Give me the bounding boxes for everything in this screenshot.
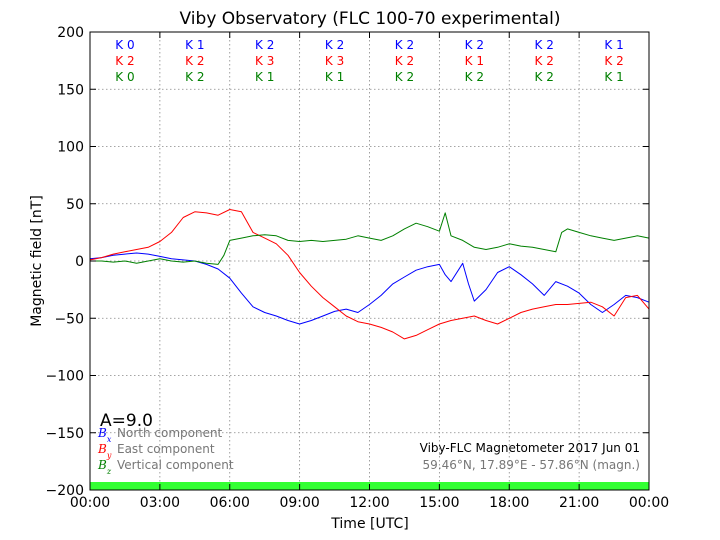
legend-label: East component [117, 442, 215, 456]
x-tick-label: 06:00 [210, 495, 250, 511]
k-index-label: K 2 [535, 54, 554, 68]
axis-ticks: 00:00 03:00 06:00 09:00 12:00 15:00 18:00 21:00… [46, 25, 670, 511]
legend-symbol: Bz [97, 458, 112, 476]
k-index-label: K 2 [325, 38, 344, 52]
k-index-label: K 2 [255, 38, 274, 52]
x-tick-label: 09:00 [279, 495, 319, 511]
k-index-label: K 2 [185, 70, 204, 84]
x-tick-label: 18:00 [489, 495, 529, 511]
k-index-label: K 0 [115, 38, 134, 52]
y-tick-label: 0 [75, 254, 84, 270]
k-index-label: K 2 [115, 54, 134, 68]
k-index-label: K 2 [465, 38, 484, 52]
k-index-label: K 2 [185, 54, 204, 68]
y-tick-label: 100 [57, 140, 84, 156]
k-index-label: K 2 [395, 70, 414, 84]
y-tick-label: −150 [46, 426, 84, 442]
k-index-label: K 2 [604, 54, 623, 68]
series-group [89, 209, 650, 340]
k-index-label: K 2 [395, 54, 414, 68]
y-tick-label: −100 [46, 369, 84, 385]
a-index: A=9.0 [100, 411, 153, 431]
x-axis-label: Time [UTC] [330, 516, 408, 532]
east-component-line [89, 209, 650, 340]
y-tick-label: 150 [57, 82, 84, 98]
k-index-label: K 2 [465, 70, 484, 84]
k-index-table: K 0 K 1 K 2 K 2 K 2 K 2 K 2 K 1 K 2 K 2 K 3 K 3 K 2 K… [115, 38, 623, 84]
k-index-label: K 1 [255, 70, 274, 84]
k-index-label: K 1 [604, 38, 623, 52]
y-tick-label: 50 [66, 197, 84, 213]
x-tick-label: 15:00 [419, 495, 459, 511]
k-index-label: K 1 [604, 70, 623, 84]
x-tick-label: 21:00 [559, 495, 599, 511]
k-index-label: K 2 [535, 38, 554, 52]
legend-label: Vertical component [117, 458, 234, 472]
x-tick-label: 03:00 [140, 495, 180, 511]
legend-label: North component [117, 426, 223, 440]
coordinates: 59.46°N, 17.89°E - 57.86°N (magn.) [423, 458, 640, 472]
y-tick-label: −200 [46, 483, 84, 499]
grid [90, 32, 649, 490]
k-index-label: K 3 [325, 54, 344, 68]
y-axis-label: Magnetic field [nT] [29, 195, 45, 327]
x-tick-label: 00:00 [70, 495, 110, 511]
k-index-label: K 0 [115, 70, 134, 84]
legend-symbol: By [97, 442, 112, 460]
north-component-line [89, 252, 650, 325]
k-index-label: K 2 [535, 70, 554, 84]
y-tick-label: −50 [54, 311, 84, 327]
chart-title: Viby Observatory (FLC 100-70 experimenta… [180, 9, 561, 29]
station-info: Viby-FLC Magnetometer 2017 Jun 01 [420, 441, 640, 455]
k-index-label: K 3 [255, 54, 274, 68]
x-tick-label: 12:00 [349, 495, 389, 511]
k-index-label: K 2 [395, 38, 414, 52]
k-index-label: K 1 [325, 70, 344, 84]
y-tick-label: 200 [57, 25, 84, 41]
k-index-label: K 1 [465, 54, 484, 68]
vertical-component-line [90, 212, 650, 265]
x-tick-label: 00:00 [629, 495, 669, 511]
k-index-label: K 1 [185, 38, 204, 52]
